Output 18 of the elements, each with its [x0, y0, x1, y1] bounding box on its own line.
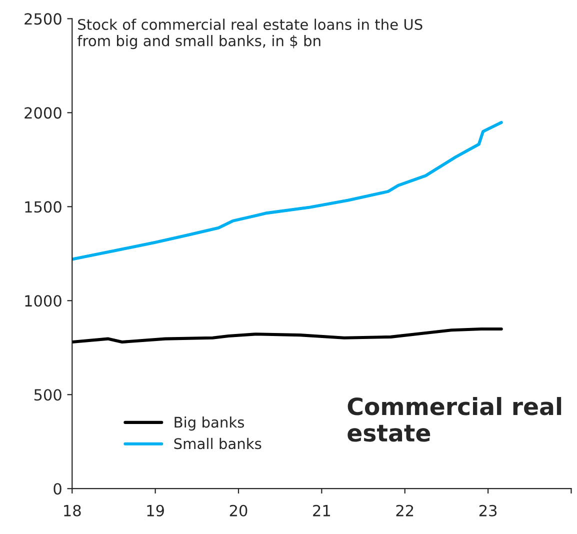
y-tick-label: 0 — [54, 483, 62, 495]
x-tick-label: 19 — [147, 504, 164, 516]
x-tick-label: 22 — [396, 504, 414, 516]
legend-label: Small banks — [174, 438, 262, 450]
text: Stock of commercial real estate loans in the US from big and small banks, in $ bn — [77, 18, 422, 50]
y-tick-label: 500 — [34, 389, 62, 401]
legend-label: Big banks — [174, 416, 244, 431]
line-series — [72, 327, 503, 344]
x-tick-label: 23 — [479, 504, 497, 516]
x-tick-label: 21 — [313, 504, 330, 516]
y-tick-label: 1000 — [25, 295, 62, 307]
line-series — [72, 120, 503, 261]
x-tick-label: 20 — [230, 504, 248, 516]
annotation: Commercial real estate — [348, 397, 562, 442]
x-tick-label: 18 — [64, 504, 81, 516]
y-tick-label: 2000 — [24, 107, 62, 119]
y-tick-label: 2500 — [24, 13, 62, 25]
y-tick-label: 1500 — [25, 201, 62, 213]
